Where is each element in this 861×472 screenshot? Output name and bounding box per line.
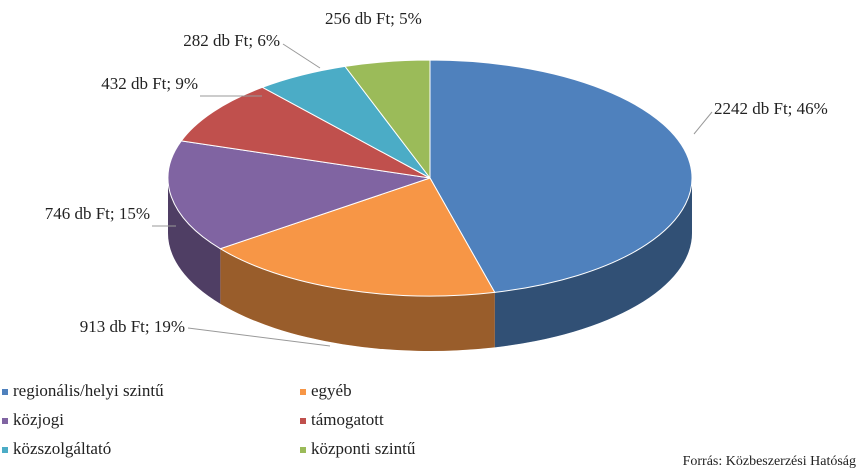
data-label: 432 db Ft; 9%	[101, 74, 198, 93]
slice-side	[220, 248, 495, 351]
leader-line	[693, 111, 713, 135]
data-label: 913 db Ft; 19%	[80, 317, 185, 336]
slice	[167, 140, 431, 250]
data-label: 256 db Ft; 5%	[325, 9, 422, 28]
slice	[180, 86, 431, 179]
slice-side-shade	[220, 248, 495, 351]
source-note: Forrás: Közbeszerzési Hatóság	[683, 454, 856, 469]
slice-side	[168, 178, 221, 304]
slice	[344, 59, 431, 180]
legend-marker	[2, 447, 8, 453]
slice-side-shade	[168, 178, 221, 304]
legend-marker	[2, 389, 8, 395]
legend-marker	[300, 389, 306, 395]
legend-marker	[300, 418, 306, 424]
legend-label: központi szintű	[311, 439, 416, 458]
legend-marker	[2, 418, 8, 424]
legend-label: regionális/helyi szintű	[13, 381, 164, 400]
data-label: 2242 db Ft; 46%	[714, 99, 828, 118]
data-label: 746 db Ft; 15%	[45, 204, 150, 223]
data-label: 282 db Ft; 6%	[183, 31, 280, 50]
legend-label: támogatott	[311, 410, 384, 429]
legend-marker	[300, 447, 306, 453]
slice-side	[494, 178, 692, 348]
slice	[219, 177, 496, 297]
legend-label: közjogi	[13, 410, 64, 429]
slice	[429, 59, 693, 293]
legend-label: egyéb	[311, 381, 352, 400]
leader-line	[187, 327, 331, 347]
legend-label: közszolgáltató	[13, 439, 111, 458]
leader-line	[282, 43, 321, 69]
slice-side-shade	[494, 178, 692, 348]
